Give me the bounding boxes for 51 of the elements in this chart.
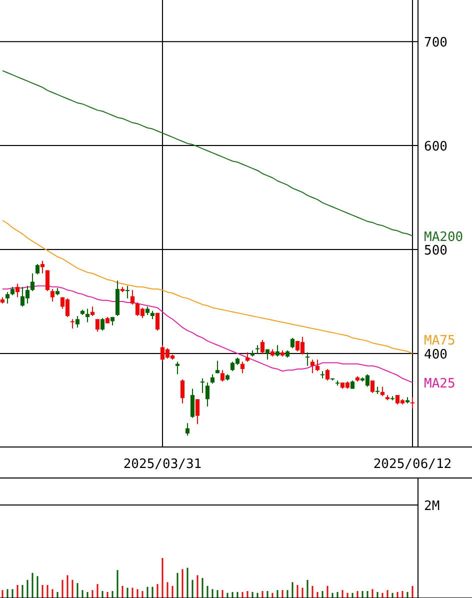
- candlestick: [130, 290, 134, 306]
- candlestick: [46, 270, 50, 292]
- x-tick-label: 2025/06/12: [373, 457, 452, 472]
- candlestick: [290, 337, 294, 349]
- candlestick: [70, 318, 74, 329]
- line-series: [2, 70, 413, 236]
- candlestick: [310, 359, 314, 374]
- candlestick: [210, 374, 214, 384]
- y-tick-label: 600: [424, 140, 448, 155]
- candlestick: [86, 308, 90, 323]
- candlestick: [370, 380, 374, 394]
- line-series: [2, 220, 413, 354]
- y-tick-label: 500: [424, 243, 448, 258]
- candlestick: [126, 285, 130, 299]
- y-tick-label: 400: [424, 347, 448, 362]
- candlestick: [40, 260, 44, 274]
- candlestick: [36, 264, 40, 275]
- candlestick: [276, 344, 280, 358]
- candlestick: [200, 378, 204, 394]
- candlestick: [176, 361, 180, 375]
- candlestick: [76, 316, 80, 328]
- series-label: MA75: [424, 333, 456, 348]
- candlestick: [316, 359, 320, 372]
- candlestick: [6, 292, 10, 304]
- series-label: MA200: [424, 230, 464, 245]
- candlestick: [96, 318, 100, 332]
- candlestick: [220, 370, 224, 382]
- candlestick: [30, 272, 34, 292]
- candlestick: [180, 378, 184, 404]
- candlestick: [100, 318, 104, 332]
- y-tick-label: 2M: [424, 498, 440, 514]
- candlestick: [410, 396, 414, 410]
- candlestick: [260, 339, 264, 354]
- candlestick: [156, 312, 160, 332]
- candlestick: [190, 388, 194, 418]
- candlestick: [240, 361, 244, 374]
- candlestick: [326, 368, 330, 381]
- x-tick-label: 2025/03/31: [123, 457, 202, 472]
- candlestick: [206, 382, 210, 407]
- candlestick: [216, 360, 220, 374]
- series-label: MA25: [424, 376, 456, 392]
- candlestick: [16, 283, 20, 298]
- candlestick: [196, 398, 200, 425]
- candlestick: [380, 386, 384, 397]
- candlestick: [186, 422, 190, 436]
- y-tick-label: 700: [424, 36, 448, 51]
- candlestick: [376, 386, 380, 394]
- candlestick: [90, 306, 94, 317]
- candlestick: [306, 352, 310, 366]
- candlestick: [246, 352, 250, 362]
- candlestick: [50, 288, 54, 302]
